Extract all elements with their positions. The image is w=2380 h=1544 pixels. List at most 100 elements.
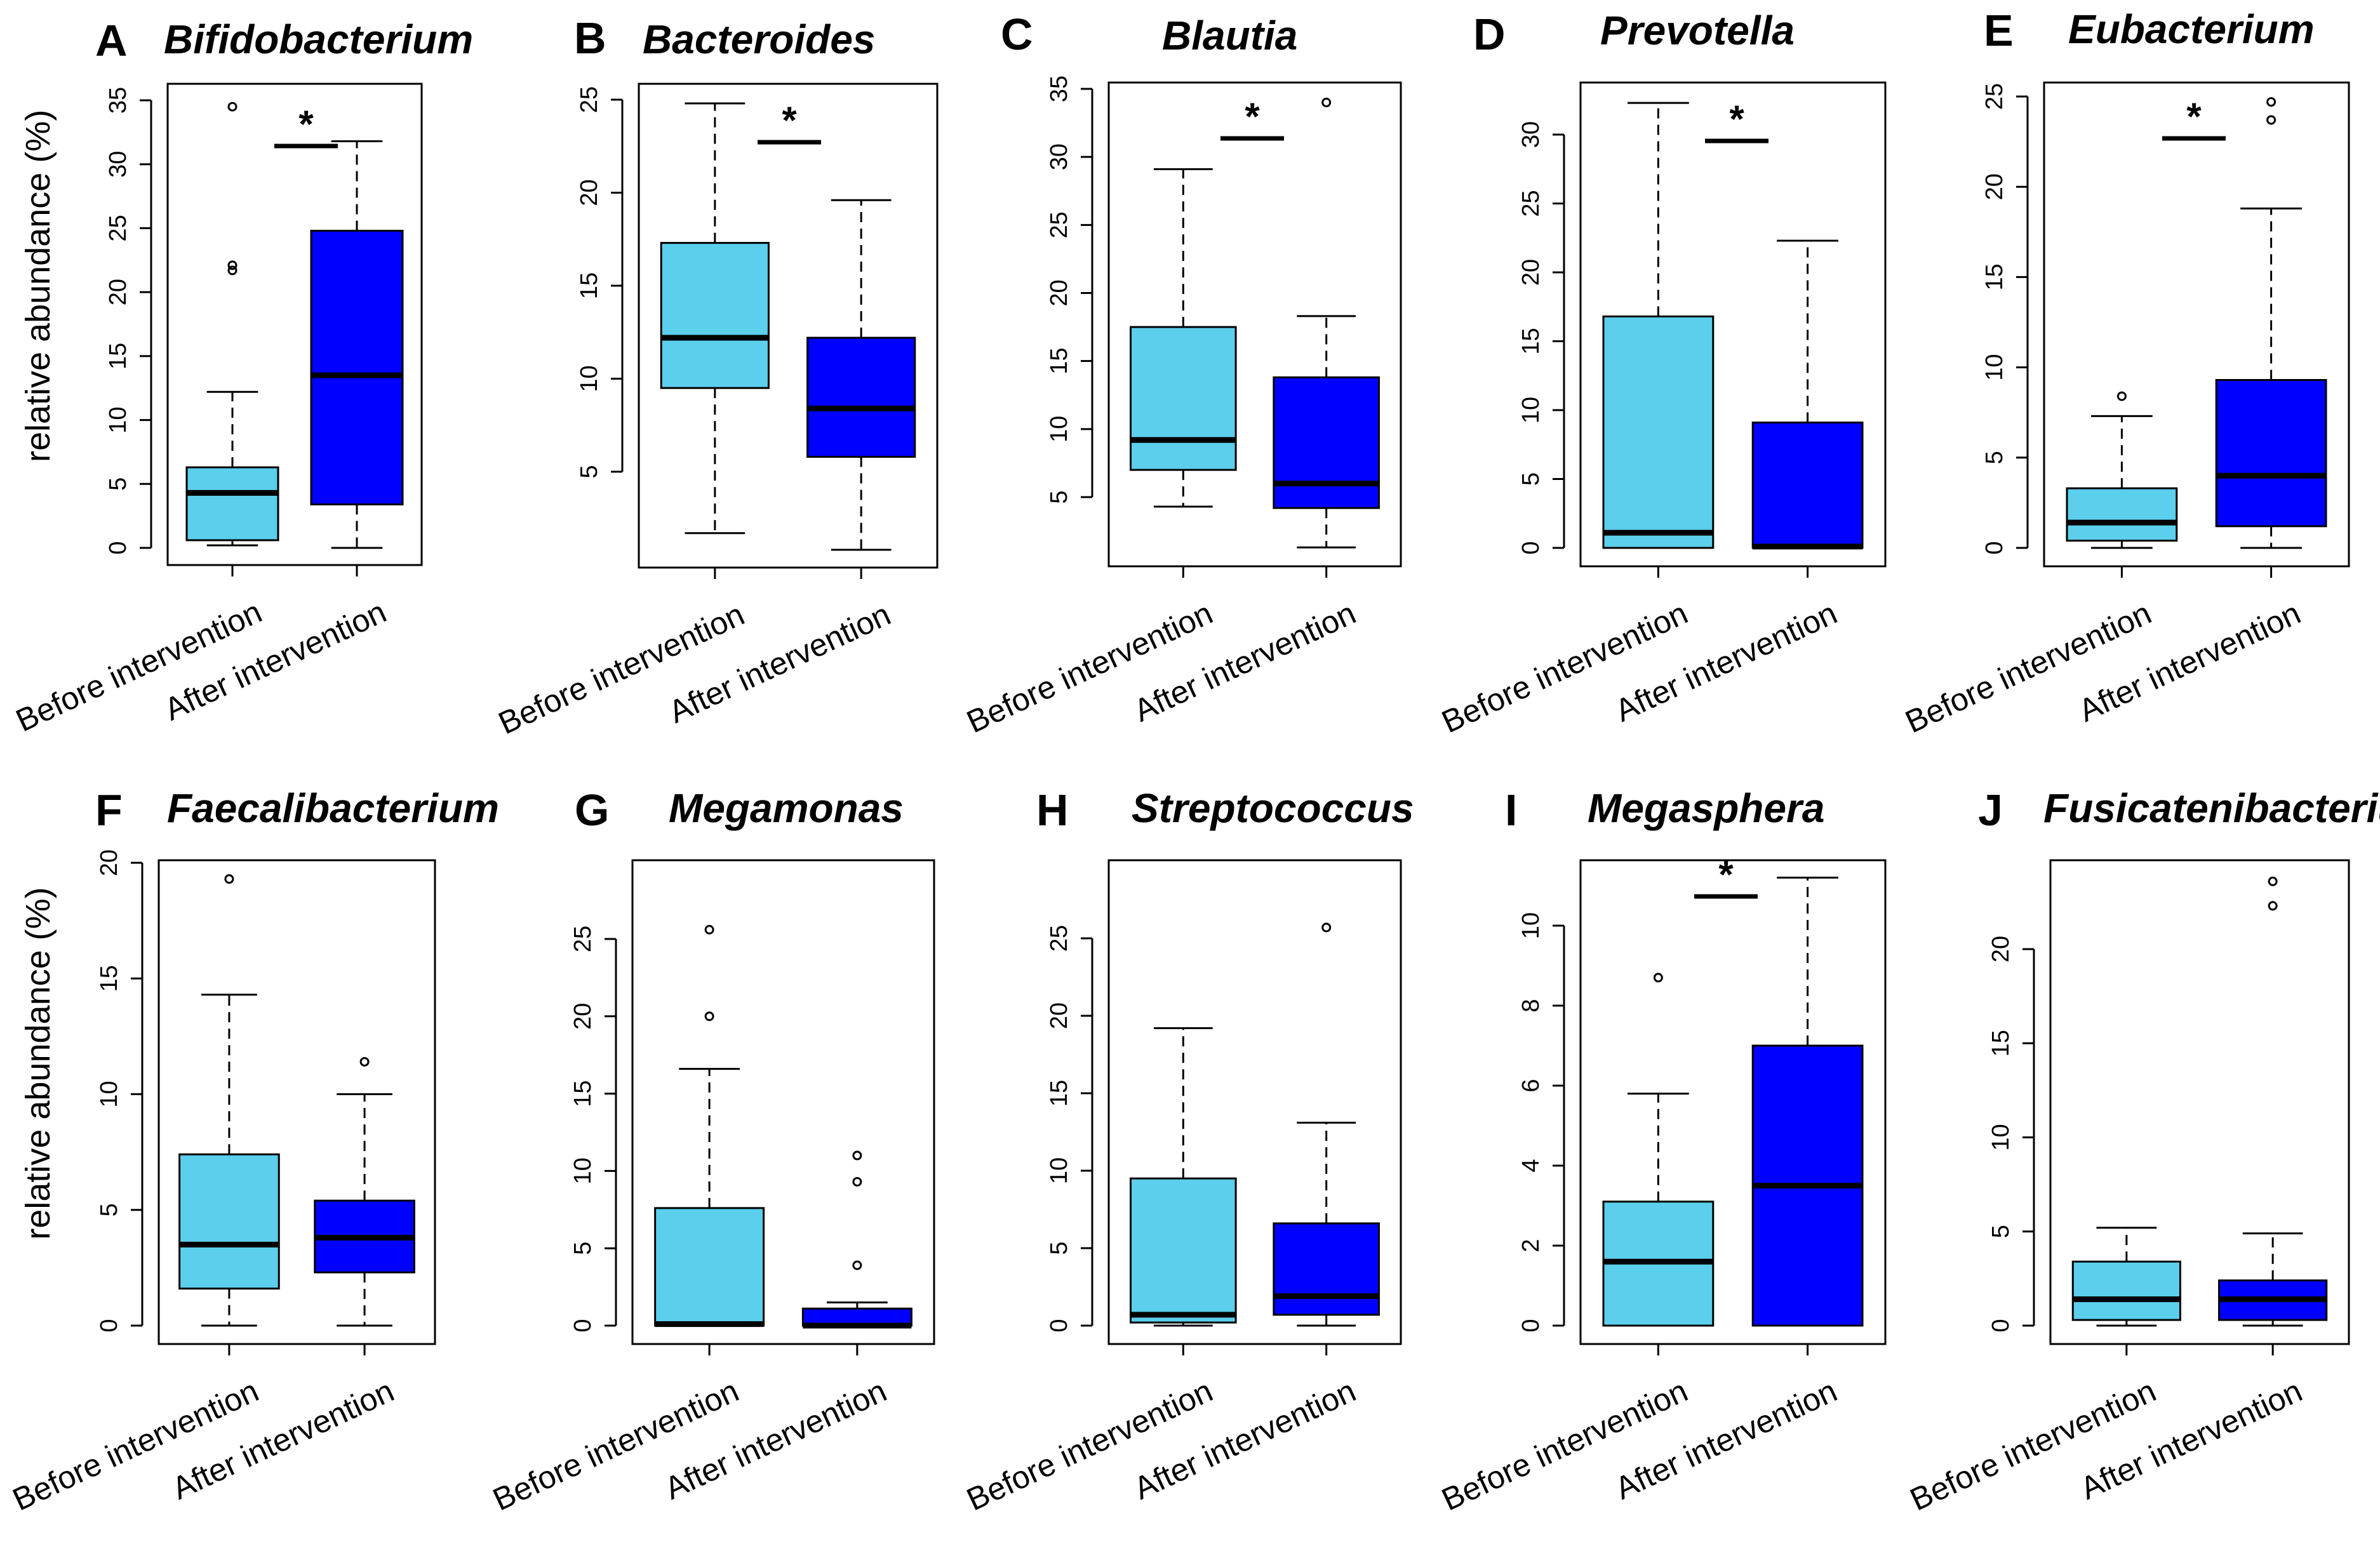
iqr-box	[1751, 422, 1864, 549]
iqr-box	[1602, 315, 1715, 549]
box-before-intervention	[654, 924, 765, 1328]
panel-letter: H	[1036, 785, 1069, 835]
y-tick-label: 0	[1518, 1319, 1544, 1332]
iqr-box	[1130, 326, 1237, 471]
outlier-point	[227, 265, 237, 276]
y-tick-label: 15	[1046, 1080, 1073, 1107]
y-tick-label: 0	[105, 541, 131, 554]
y-tick-label: 10	[576, 365, 603, 392]
panel-title: Fusicatenibacterium	[2043, 785, 2380, 831]
y-tick-label: 2	[1518, 1239, 1544, 1252]
outlier-point	[1321, 922, 1332, 933]
outlier-point	[1321, 97, 1332, 107]
box-after-intervention	[1751, 876, 1864, 1327]
y-tick-label: 5	[1988, 1225, 2014, 1238]
iqr-box	[185, 466, 279, 542]
box-after-intervention	[806, 199, 916, 551]
panel-letter: A	[95, 16, 128, 65]
box-before-intervention	[2071, 1227, 2181, 1327]
y-tick-label: 20	[96, 849, 123, 876]
box-after-intervention	[314, 1056, 415, 1327]
significance-star: *	[782, 99, 797, 142]
y-tick-label: 5	[1518, 472, 1544, 486]
y-tick-label: 25	[1046, 925, 1073, 952]
y-tick-label: 10	[105, 406, 131, 433]
y-tick-label: 5	[96, 1203, 123, 1216]
outlier-point	[704, 1011, 714, 1022]
box-before-intervention	[1130, 168, 1237, 508]
panel-title: Megasphera	[1588, 785, 1824, 831]
panel-letter: I	[1505, 785, 1517, 835]
panel-title: Megamonas	[669, 785, 904, 831]
box-after-intervention	[1273, 97, 1381, 549]
plot-frame	[638, 83, 939, 569]
y-tick-label: 8	[1518, 999, 1544, 1012]
y-tick-label: 35	[1046, 76, 1073, 102]
outlier-point	[359, 1056, 370, 1067]
outlier-point	[227, 102, 237, 112]
iqr-box	[806, 336, 916, 458]
y-tick-label: 10	[96, 1081, 123, 1107]
y-tick-label: 0	[96, 1319, 123, 1332]
panel-title: Bacteroides	[643, 17, 875, 62]
box-after-intervention	[2218, 876, 2328, 1327]
y-tick-label: 4	[1518, 1159, 1544, 1172]
y-tick-label: 0	[570, 1319, 596, 1332]
y-tick-label: 0	[1988, 1319, 2014, 1332]
y-axis-label: relative abundance (%)	[19, 110, 57, 462]
box-after-intervention	[1751, 239, 1864, 550]
plot-frame	[1107, 859, 1402, 1345]
y-tick-label: 10	[1046, 1157, 1073, 1184]
y-tick-label: 0	[1518, 541, 1544, 554]
iqr-box	[2071, 1260, 2181, 1321]
y-tick-label: 20	[570, 1003, 596, 1030]
outlier-point	[852, 1150, 862, 1161]
panel-title: Blautia	[1162, 13, 1297, 58]
y-tick-label: 0	[1046, 1319, 1073, 1332]
y-tick-label: 20	[1518, 259, 1544, 286]
iqr-box	[1130, 1177, 1237, 1324]
outlier-point	[224, 874, 234, 884]
outlier-point	[227, 260, 237, 270]
significance-star: *	[1718, 853, 1734, 896]
outlier-point	[2268, 876, 2278, 886]
box-before-intervention	[185, 102, 279, 547]
y-tick-label: 20	[1046, 279, 1073, 306]
significance-star: *	[298, 103, 314, 145]
y-axis-label: relative abundance (%)	[19, 887, 57, 1239]
y-tick-label: 30	[105, 151, 131, 178]
panel-title: Streptococcus	[1132, 785, 1414, 831]
panel-title: Bifidobacterium	[164, 17, 473, 62]
panel-title: Eubacterium	[2068, 6, 2315, 52]
iqr-box	[178, 1153, 280, 1290]
y-tick-label: 25	[576, 86, 603, 113]
y-tick-label: 15	[1988, 1030, 2014, 1056]
panel-letter: J	[1978, 785, 2003, 835]
y-tick-label: 25	[570, 926, 596, 952]
y-tick-label: 10	[1981, 354, 2008, 380]
y-tick-label: 25	[1046, 211, 1073, 238]
outlier-point	[2266, 115, 2276, 125]
panel-letter: E	[1984, 6, 2014, 55]
y-tick-label: 5	[105, 477, 131, 491]
outlier-point	[2266, 97, 2276, 107]
y-tick-label: 15	[570, 1080, 596, 1107]
y-tick-label: 15	[1981, 263, 2008, 290]
y-tick-label: 5	[576, 465, 603, 478]
significance-star: *	[2186, 95, 2202, 138]
significance-star: *	[1245, 95, 1260, 138]
plot-frame	[1579, 859, 1887, 1345]
box-before-intervention	[1130, 1027, 1237, 1327]
iqr-box	[654, 1207, 765, 1327]
y-tick-label: 5	[1046, 1241, 1073, 1254]
iqr-box	[2066, 487, 2178, 542]
iqr-box	[1273, 1222, 1381, 1316]
box-before-intervention	[660, 102, 770, 535]
y-tick-label: 15	[96, 965, 123, 992]
box-before-intervention	[1602, 102, 1715, 549]
outlier-point	[852, 1176, 862, 1187]
y-tick-label: 15	[105, 343, 131, 369]
box-after-intervention	[801, 1150, 913, 1329]
plot-frame	[2043, 81, 2350, 568]
iqr-box	[660, 242, 770, 389]
